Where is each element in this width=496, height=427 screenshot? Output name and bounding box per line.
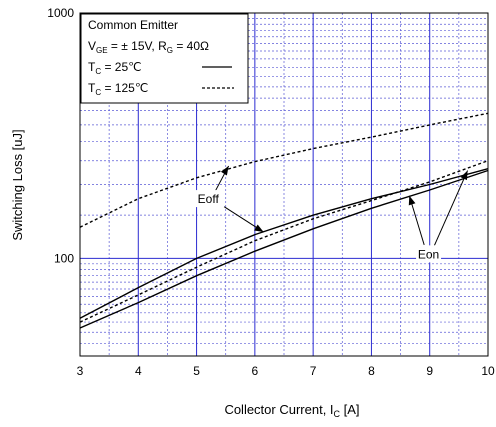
annotation-label-bg — [192, 190, 225, 208]
legend-rg-subscript: G — [167, 46, 173, 55]
x-axis-label-unit: [A] — [340, 402, 360, 417]
legend-tc-label: T — [88, 81, 96, 95]
legend-conditions: VGE = ± 15V, RG = 40Ω — [88, 39, 209, 55]
annotation-arrowhead — [460, 170, 468, 181]
legend-tc-subscript: C — [95, 88, 101, 97]
series-line-solid — [79, 169, 489, 329]
legend-tc-label: T — [88, 60, 96, 74]
y-tick-label: 100 — [54, 251, 74, 265]
series-line-solid — [79, 168, 489, 319]
plot-frame — [79, 12, 489, 357]
annotation-label-bg — [416, 245, 442, 263]
legend-tc-value: = 25℃ — [101, 60, 142, 74]
x-tick-label: 9 — [426, 364, 433, 378]
x-axis-label-subscript: C — [334, 409, 341, 419]
x-tick-label: 6 — [252, 364, 259, 378]
legend-rg-value: = 40Ω — [173, 39, 209, 53]
tick-labels: 3 4 5 6 7 8 9 10 100 1000 — [47, 6, 495, 378]
annotation-arrowhead — [220, 165, 229, 176]
x-tick-label: 10 — [481, 364, 495, 378]
annotation-layer: Eoff Eon — [192, 165, 469, 263]
legend-vge-label: V — [88, 39, 96, 53]
y-axis-label: Switching Loss [uJ] — [10, 129, 25, 240]
x-tick-label: 3 — [77, 364, 84, 378]
annotation-label: Eoff — [198, 192, 220, 206]
x-tick-label: 5 — [193, 364, 200, 378]
x-tick-label: 4 — [135, 364, 142, 378]
annotation-label: Eon — [418, 247, 439, 261]
x-axis-label: Collector Current, IC [A] — [224, 402, 359, 419]
x-tick-label: 7 — [310, 364, 317, 378]
legend-frame — [80, 13, 249, 104]
series-line-dashed — [79, 112, 489, 228]
annotation-arrowhead — [408, 195, 416, 206]
x-tick-label: 8 — [368, 364, 375, 378]
legend-box: Common Emitter VGE = ± 15V, RG = 40Ω TC … — [80, 13, 249, 104]
y-tick-label: 1000 — [47, 6, 74, 20]
annotation-arrowhead — [254, 224, 264, 233]
legend-title: Common Emitter — [88, 18, 178, 32]
legend-vge-subscript: GE — [96, 46, 108, 55]
x-axis-label-main: Collector Current, I — [224, 402, 333, 417]
legend-tc-value: = 125℃ — [101, 81, 148, 95]
legend-vge-value: = ± 15V, R — [108, 39, 168, 53]
legend-tc-25: TC = 25℃ — [88, 60, 142, 76]
series-layer — [79, 112, 489, 329]
legend-tc-subscript: C — [95, 67, 101, 76]
annotation-arrow-line — [434, 170, 469, 246]
legend-tc-125: TC = 125℃ — [88, 81, 148, 97]
